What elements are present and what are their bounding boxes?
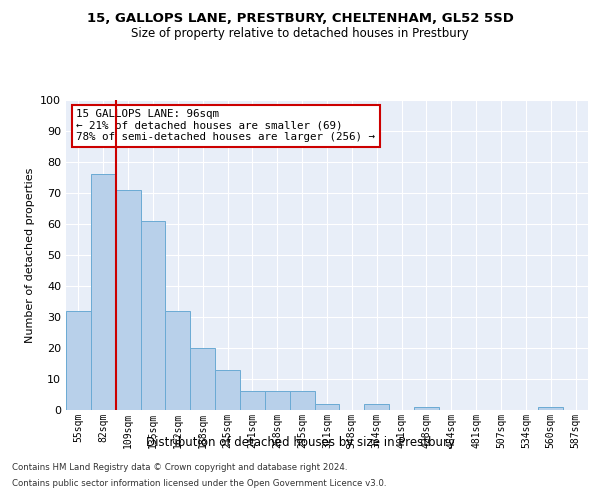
Bar [140,221,166,410]
Bar [166,311,190,410]
Bar [240,392,265,410]
Text: Contains HM Land Registry data © Crown copyright and database right 2024.: Contains HM Land Registry data © Crown c… [12,464,347,472]
Bar [538,407,563,410]
Bar [290,392,314,410]
Bar [116,190,140,410]
Bar [215,370,240,410]
Bar [190,348,215,410]
Text: 15, GALLOPS LANE, PRESTBURY, CHELTENHAM, GL52 5SD: 15, GALLOPS LANE, PRESTBURY, CHELTENHAM,… [86,12,514,26]
Bar [91,174,116,410]
Text: Distribution of detached houses by size in Prestbury: Distribution of detached houses by size … [146,436,455,449]
Text: 15 GALLOPS LANE: 96sqm
← 21% of detached houses are smaller (69)
78% of semi-det: 15 GALLOPS LANE: 96sqm ← 21% of detached… [76,110,376,142]
Bar [414,407,439,410]
Bar [314,404,340,410]
Bar [364,404,389,410]
Bar [265,392,290,410]
Bar [66,311,91,410]
Y-axis label: Number of detached properties: Number of detached properties [25,168,35,342]
Text: Contains public sector information licensed under the Open Government Licence v3: Contains public sector information licen… [12,478,386,488]
Text: Size of property relative to detached houses in Prestbury: Size of property relative to detached ho… [131,28,469,40]
